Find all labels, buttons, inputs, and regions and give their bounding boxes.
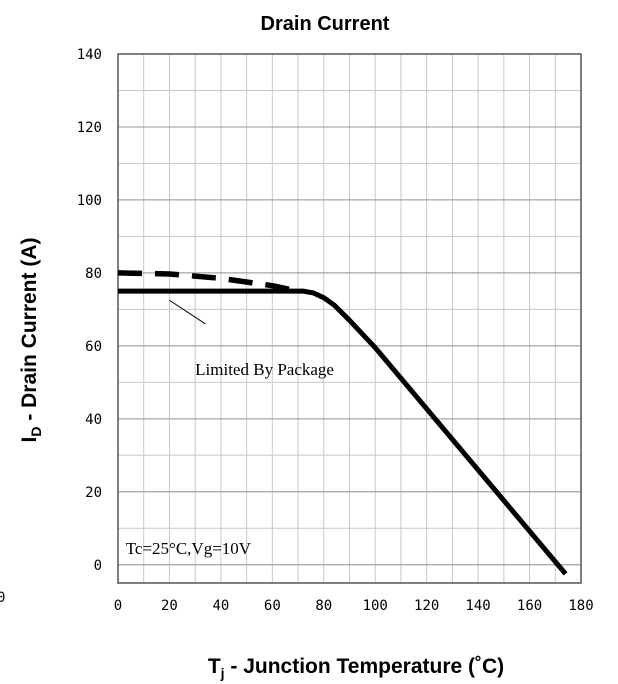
annotation-label: Limited By Package <box>195 360 334 379</box>
y-tick-label: 120 <box>77 120 102 136</box>
x-tick-label: 120 <box>414 598 439 614</box>
x-tick-label: 180 <box>568 598 593 614</box>
x-axis-title: Tj - Junction Temperature (˚C) <box>208 655 504 681</box>
y-axis-ticks: 0 20 40 60 80 100 120 140 <box>77 47 102 574</box>
x-tick-label: 0 <box>114 598 122 614</box>
x-tick-label: 20 <box>161 598 178 614</box>
annotation-label: Tc=25°C,Vg=10V <box>126 539 252 558</box>
plot-frame <box>117 53 582 584</box>
y-axis-title-rest: - Drain Current (A) <box>18 238 41 427</box>
y-tick-label: 140 <box>77 47 102 63</box>
x-axis-title-sub: j <box>220 665 225 681</box>
y-tick-label: 20 <box>85 485 102 501</box>
chart-title: Drain Current <box>261 13 390 35</box>
series-line-solid <box>118 288 568 576</box>
x-tick-label: 80 <box>315 598 332 614</box>
y-axis-title-main: I <box>18 437 41 443</box>
x-tick-label: 160 <box>517 598 542 614</box>
y-tick-label: 40 <box>85 412 102 428</box>
y-tick-label: 80 <box>85 266 102 282</box>
series-layer <box>117 270 568 576</box>
y-axis-title-sub: D <box>28 427 44 437</box>
annotation-pointer <box>169 299 206 325</box>
grid-major <box>118 126 581 566</box>
annotation-layer: Limited By Package Tc=25°C,Vg=10V <box>126 299 334 558</box>
x-tick-label: 40 <box>212 598 229 614</box>
y-tick-label: 100 <box>77 193 102 209</box>
x-axis-title-main: T <box>208 655 221 678</box>
y-tick-label: 60 <box>85 339 102 355</box>
x-tick-label: 140 <box>465 598 490 614</box>
x-tick-label: 100 <box>363 598 388 614</box>
y-tick-label: 0 <box>94 558 102 574</box>
x-axis-ticks: 0 20 40 60 80 100 120 140 160 180 <box>114 598 594 614</box>
stray-zero-label: 0 <box>0 590 5 606</box>
x-tick-label: 60 <box>264 598 281 614</box>
series-line-dashed <box>117 270 299 294</box>
x-axis-title-rest: - Junction Temperature (˚C) <box>225 655 505 678</box>
y-axis-title: ID - Drain Current (A) <box>18 238 44 443</box>
